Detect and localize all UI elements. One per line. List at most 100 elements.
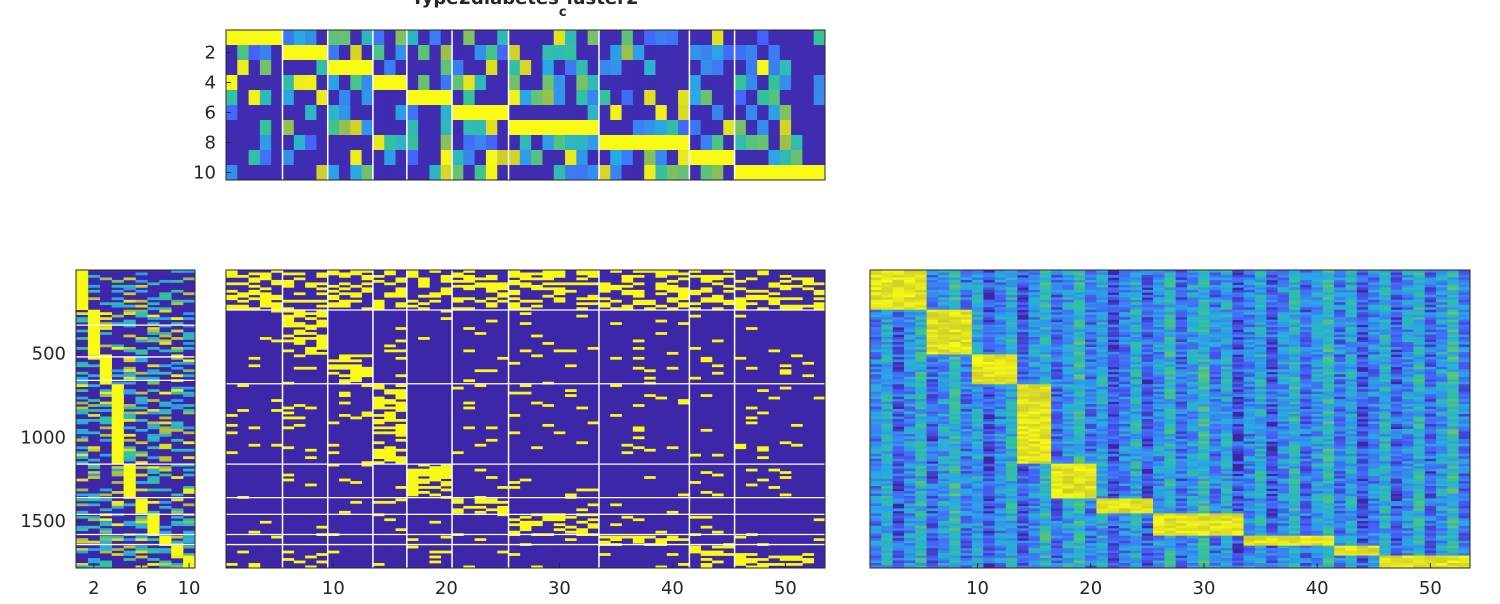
heatmap-cell bbox=[305, 312, 317, 315]
heatmap-cell bbox=[667, 75, 679, 90]
heatmap-cell bbox=[316, 345, 328, 348]
heatmap-cell bbox=[294, 561, 306, 564]
heatmap-cell bbox=[1447, 327, 1459, 330]
heatmap-cell bbox=[1153, 342, 1165, 345]
heatmap-cell bbox=[995, 412, 1007, 415]
heatmap-cell bbox=[1368, 402, 1380, 405]
heatmap-cell bbox=[938, 277, 950, 280]
heatmap-cell bbox=[1164, 402, 1176, 405]
heatmap-cell bbox=[780, 135, 792, 150]
heatmap-cell bbox=[1425, 287, 1437, 290]
heatmap-cell bbox=[1402, 322, 1414, 325]
heatmap-cell bbox=[1425, 347, 1437, 350]
heatmap-cell bbox=[1221, 372, 1233, 375]
heatmap-cell bbox=[183, 404, 195, 407]
heatmap-cell bbox=[1153, 357, 1165, 360]
heatmap-cell bbox=[1425, 285, 1437, 288]
heatmap-cell bbox=[1221, 292, 1233, 295]
heatmap-cell bbox=[1289, 367, 1301, 370]
heatmap-cell bbox=[350, 374, 362, 377]
heatmap-cell bbox=[1232, 277, 1244, 280]
heatmap-cell bbox=[1153, 320, 1165, 323]
heatmap-cell bbox=[294, 342, 306, 345]
heatmap-cell bbox=[723, 90, 735, 105]
heatmap-cell bbox=[655, 90, 667, 105]
heatmap-cell bbox=[1289, 384, 1301, 387]
heatmap-cell bbox=[76, 287, 88, 290]
heatmap-cell bbox=[396, 426, 408, 429]
heatmap-cell bbox=[1119, 369, 1131, 372]
heatmap-cell bbox=[1040, 357, 1052, 360]
heatmap-cell bbox=[1221, 285, 1233, 288]
heatmap-cell bbox=[1278, 359, 1290, 362]
heatmap-cell bbox=[1413, 280, 1425, 283]
heatmap-cell bbox=[915, 322, 927, 325]
heatmap-cell bbox=[328, 105, 340, 120]
heatmap-cell bbox=[373, 105, 385, 120]
heatmap-cell bbox=[396, 287, 408, 290]
heatmap-cell bbox=[1266, 374, 1278, 377]
heatmap-cell bbox=[893, 347, 905, 350]
heatmap-cell bbox=[633, 282, 645, 285]
heatmap-cell bbox=[100, 389, 112, 392]
heatmap-cell bbox=[893, 342, 905, 345]
heatmap-cell bbox=[983, 349, 995, 352]
heatmap-cell bbox=[1459, 325, 1471, 328]
heatmap-cell bbox=[1255, 349, 1267, 352]
heatmap-cell bbox=[1232, 369, 1244, 372]
heatmap-cell bbox=[112, 394, 124, 397]
heatmap-cell bbox=[1028, 277, 1040, 280]
heatmap-cell bbox=[644, 369, 656, 372]
heatmap-cell bbox=[1006, 399, 1018, 402]
heatmap-cell bbox=[305, 317, 317, 320]
heatmap-cell bbox=[1085, 300, 1097, 303]
heatmap-cell bbox=[610, 165, 622, 180]
heatmap-cell bbox=[1436, 399, 1448, 402]
heatmap-cell bbox=[1142, 320, 1154, 323]
heatmap-cell bbox=[678, 135, 690, 150]
heatmap-cell bbox=[1334, 402, 1346, 405]
heatmap-cell bbox=[893, 349, 905, 352]
heatmap-cell bbox=[1176, 285, 1188, 288]
heatmap-cell bbox=[1176, 362, 1188, 365]
heatmap-cell bbox=[1119, 382, 1131, 385]
heatmap-cell bbox=[1413, 307, 1425, 310]
heatmap-cell bbox=[588, 30, 600, 45]
heatmap-cell bbox=[441, 466, 453, 469]
heatmap-cell bbox=[124, 305, 136, 308]
heatmap-cell bbox=[1232, 387, 1244, 390]
heatmap-cell bbox=[497, 295, 509, 298]
heatmap-cell bbox=[418, 165, 430, 180]
heatmap-cell bbox=[475, 511, 487, 514]
heatmap-cell bbox=[497, 511, 509, 514]
heatmap-cell bbox=[1459, 392, 1471, 395]
heatmap-cell bbox=[1391, 275, 1403, 278]
heatmap-cell bbox=[1108, 280, 1120, 283]
heatmap-cell bbox=[237, 135, 249, 150]
heatmap-cell bbox=[452, 45, 464, 60]
heatmap-cell bbox=[112, 451, 124, 454]
heatmap-cell bbox=[1323, 377, 1335, 380]
heatmap-cell bbox=[384, 399, 396, 402]
heatmap-cell bbox=[1289, 345, 1301, 348]
heatmap-cell bbox=[1379, 349, 1391, 352]
heatmap-cell bbox=[870, 282, 882, 285]
heatmap-cell bbox=[373, 397, 385, 400]
heatmap-cell bbox=[1312, 325, 1324, 328]
heatmap-cell bbox=[1187, 372, 1199, 375]
heatmap-cell bbox=[961, 327, 973, 330]
heatmap-cell bbox=[159, 434, 171, 437]
heatmap-cell bbox=[76, 389, 88, 392]
heatmap-cell bbox=[576, 531, 588, 534]
heatmap-cell bbox=[565, 394, 577, 397]
heatmap-cell bbox=[1187, 330, 1199, 333]
heatmap-cell bbox=[1357, 302, 1369, 305]
heatmap-cell bbox=[701, 359, 713, 362]
heatmap-cell bbox=[791, 424, 803, 427]
heatmap-cell bbox=[588, 272, 600, 275]
heatmap-cell bbox=[983, 302, 995, 305]
heatmap-cell bbox=[1402, 287, 1414, 290]
heatmap-cell bbox=[949, 362, 961, 365]
heatmap-cell bbox=[961, 394, 973, 397]
heatmap-cell bbox=[983, 409, 995, 412]
